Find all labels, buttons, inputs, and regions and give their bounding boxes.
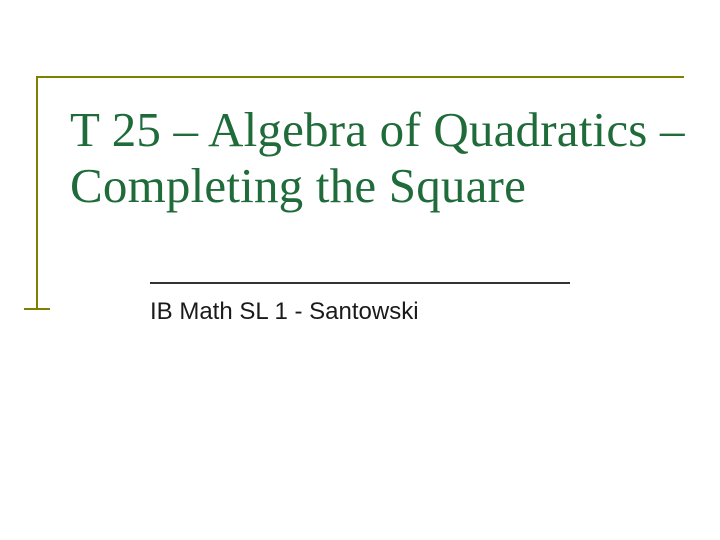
left-vertical-rule (36, 76, 38, 308)
subtitle-divider (150, 282, 570, 284)
top-horizontal-rule (36, 76, 684, 78)
slide-title: T 25 – Algebra of Quadratics – Completin… (70, 102, 685, 215)
slide-subtitle: IB Math SL 1 - Santowski (150, 298, 419, 326)
left-tick-mark (24, 308, 50, 310)
